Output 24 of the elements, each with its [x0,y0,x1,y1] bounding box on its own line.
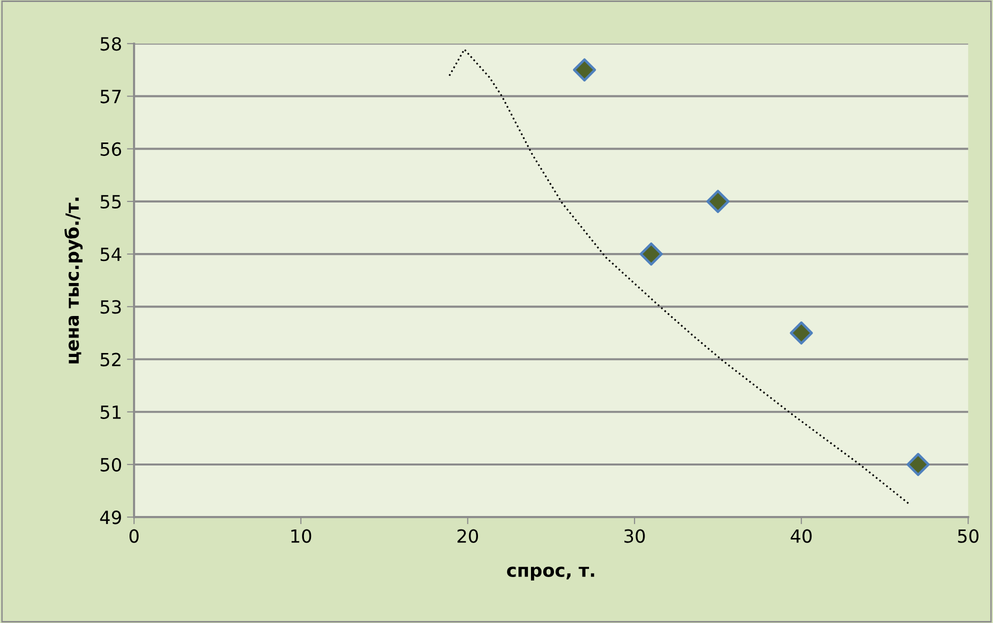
y-tick-label: 52 [100,352,120,366]
x-axis-title: спрос, т. [507,566,594,581]
y-tick-label: 56 [100,142,122,156]
x-tick-label: 40 [790,529,812,543]
y-tick-label: 51 [100,406,121,419]
x-tick-label: 10 [291,529,312,543]
x-tick-label: 30 [624,529,645,543]
point [640,242,663,266]
x-tick-label: 20 [458,529,478,543]
y-tick-label: 54 [100,248,122,262]
point [572,58,596,82]
x-tick-label: 50 [958,529,978,543]
y-tick-label: 55 [100,195,121,209]
line-series [448,48,911,506]
x-tick-label: 0 [130,529,139,543]
y-tick-label: 57 [100,90,121,104]
point [906,452,930,476]
y-tick-label: 50 [100,458,122,472]
y-axis-title: цена тыс.руб./т. [64,198,83,364]
point [790,321,813,345]
y-tick-label: 58 [100,37,122,51]
y-tick-label: 53 [100,300,121,314]
point [706,190,730,213]
y-tick-label: 49 [100,510,121,524]
